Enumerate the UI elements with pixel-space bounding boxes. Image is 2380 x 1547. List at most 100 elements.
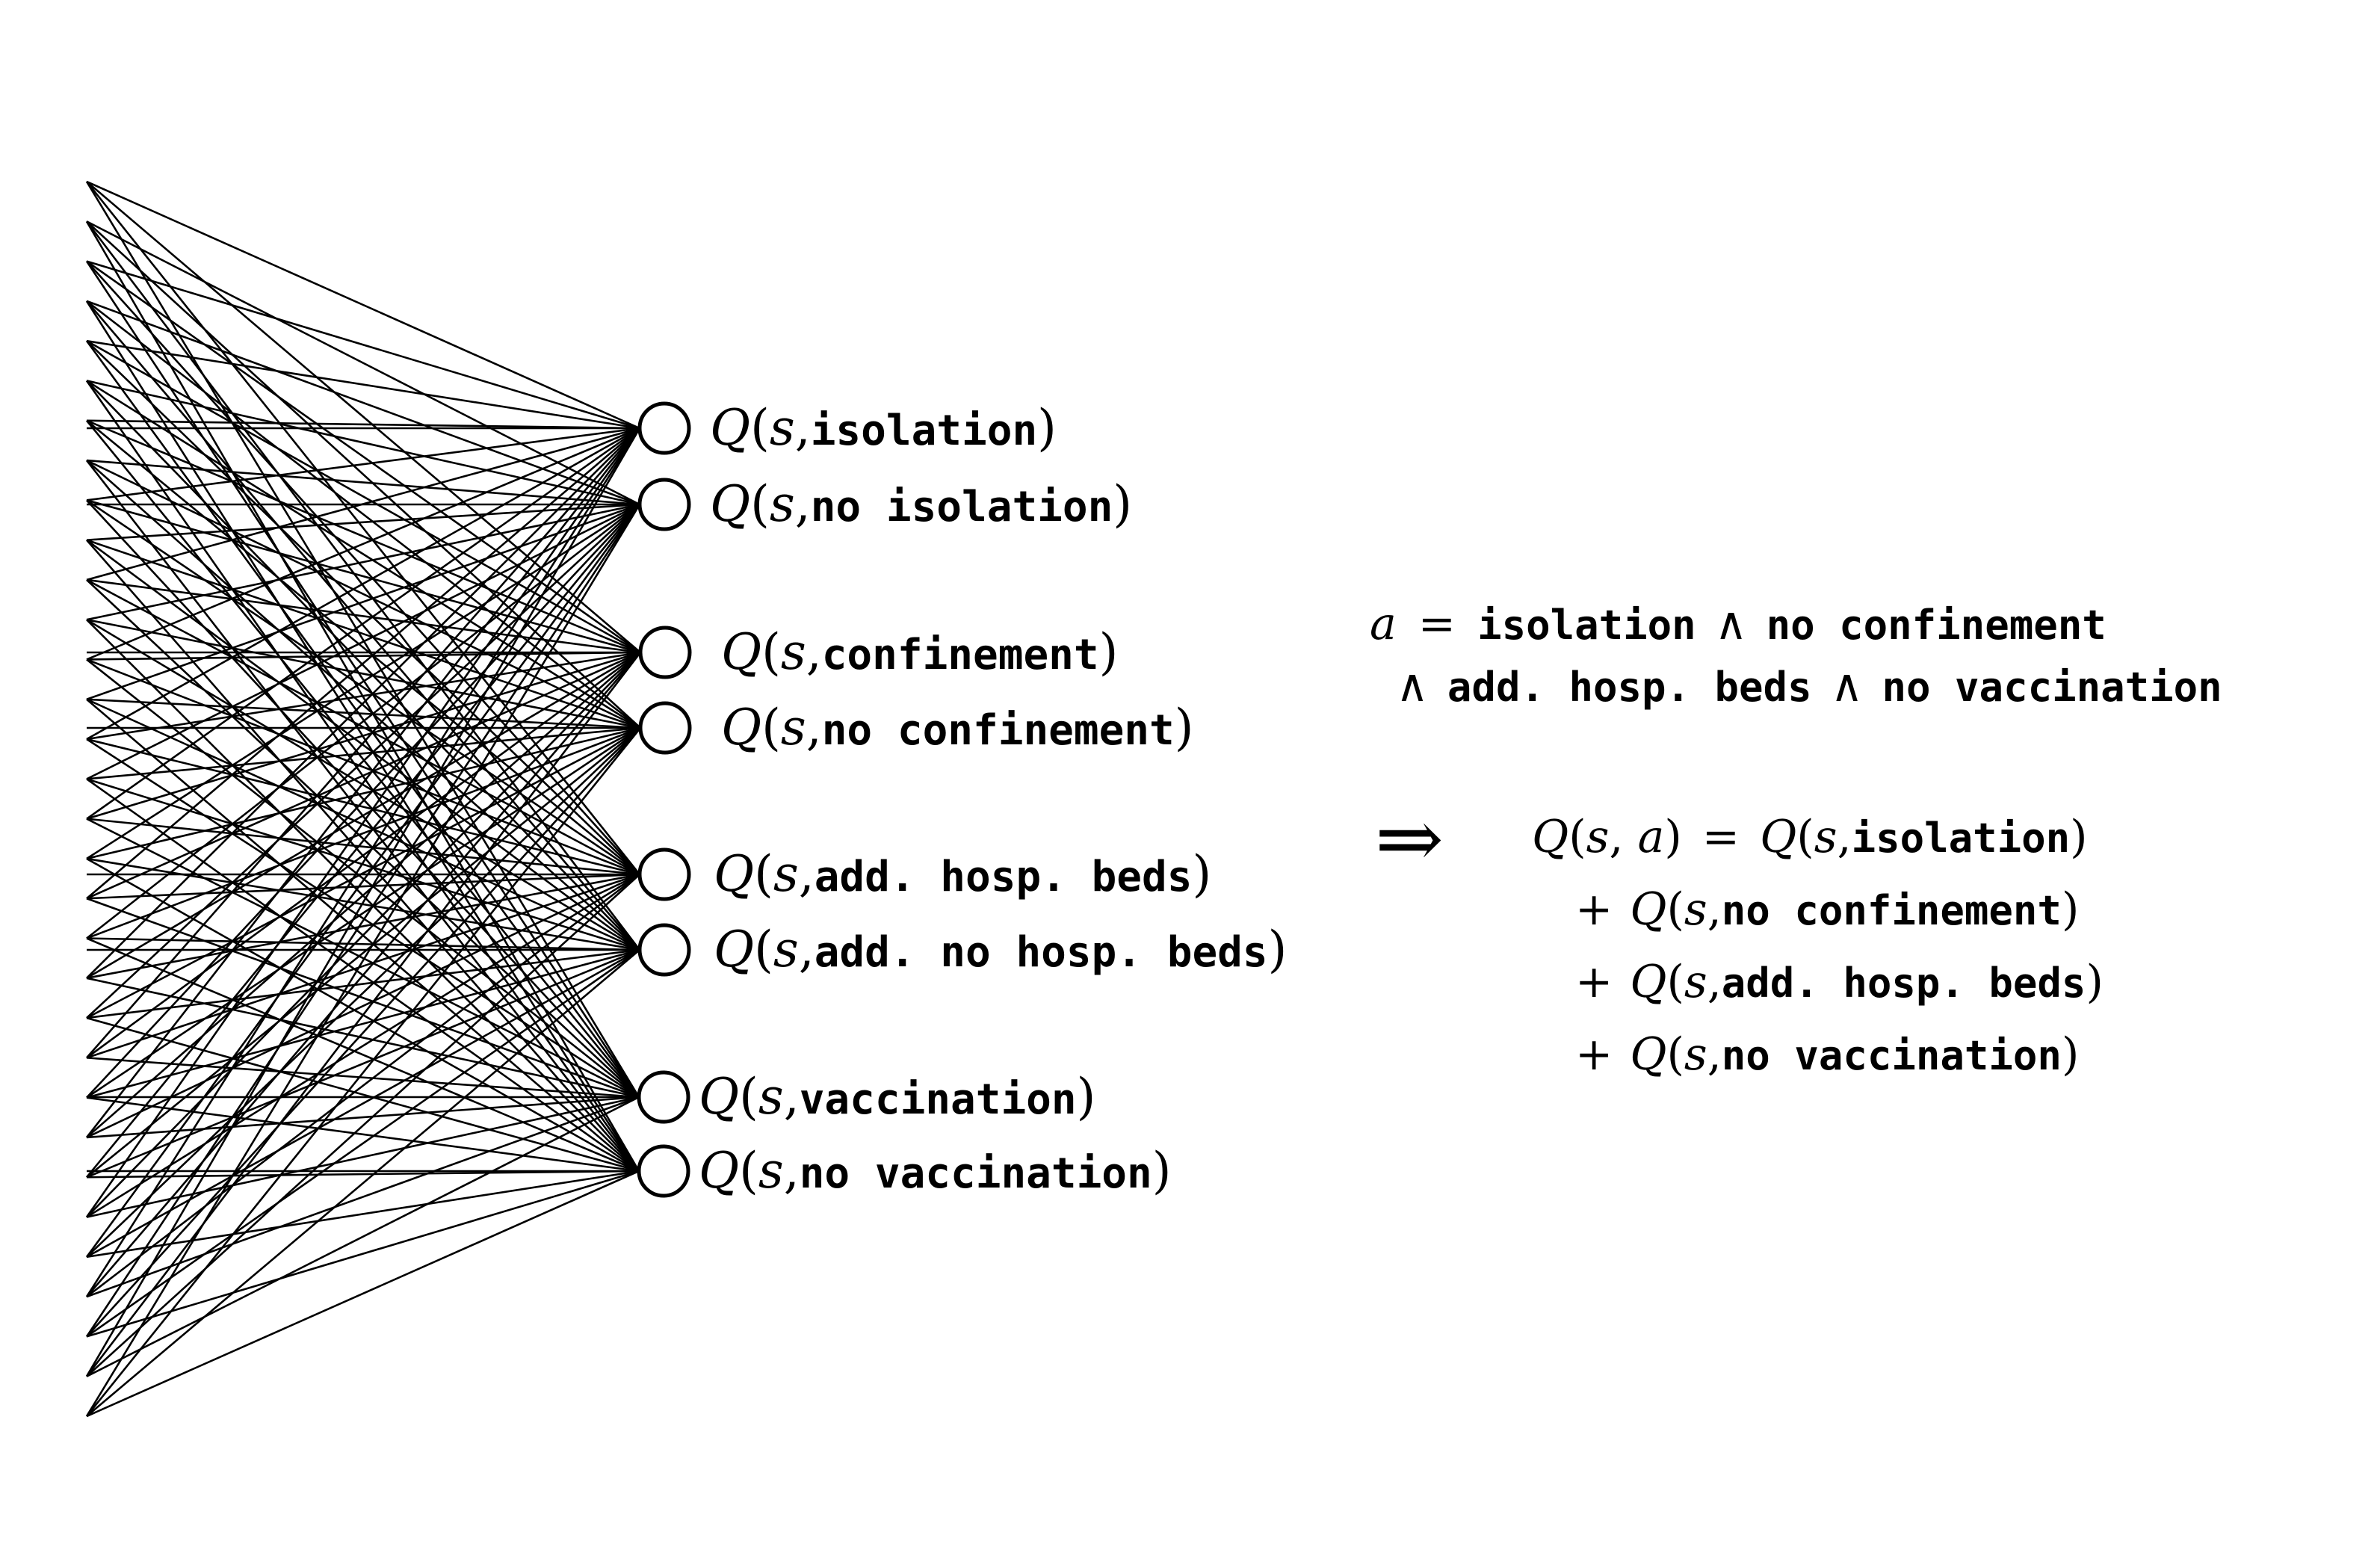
output-node-add-hosp-beds: [637, 847, 691, 901]
output-label-no-confinement: Q(s,no confinement): [721, 699, 1193, 756]
output-node-vaccination: [637, 1070, 690, 1124]
edge-line: [86, 726, 641, 1099]
edge-line: [86, 260, 640, 875]
edge-line: [86, 726, 641, 780]
edge-line: [86, 1170, 640, 1338]
edge-line: [86, 857, 640, 951]
edge-line: [86, 658, 640, 1099]
edge-line: [86, 726, 641, 1179]
edge-line: [86, 873, 640, 980]
edge-line: [86, 948, 640, 1258]
edge-line: [86, 260, 640, 430]
edge-line: [85, 181, 641, 875]
output-node-no-vaccination: [637, 1144, 690, 1198]
edge-line: [86, 300, 640, 951]
edge-line: [86, 460, 640, 951]
edge-line: [86, 873, 640, 1059]
edge-line: [86, 726, 641, 1019]
edge-line: [86, 726, 641, 939]
edge-line: [86, 948, 640, 1179]
edge-line: [86, 180, 640, 430]
edge-line: [86, 818, 640, 876]
output-node-confinement: [638, 626, 692, 679]
edge-line: [86, 427, 640, 501]
edge-line: [86, 499, 640, 1098]
edge-line: [86, 618, 641, 729]
edge-line: [86, 948, 640, 1019]
output-label-confinement: Q(s,confinement): [721, 623, 1118, 681]
edge-line: [86, 727, 641, 1258]
edge-line: [86, 873, 640, 1139]
edge-line: [86, 1096, 640, 1139]
edge-line: [86, 427, 640, 661]
implies-arrow: ⇒: [1375, 791, 1444, 886]
edge-line: [85, 460, 640, 1172]
output-label-no-isolation: Q(s,no isolation): [710, 475, 1132, 533]
edge-line: [85, 260, 640, 1098]
edge-line: [86, 578, 640, 876]
edge-line: [86, 260, 641, 654]
edge-line: [86, 977, 640, 1099]
edge-line: [85, 427, 641, 1218]
edge-line: [85, 220, 640, 1172]
edge-line: [86, 726, 641, 860]
edge-line: [86, 698, 641, 729]
sum-lhs: Q(s, a) = Q(s,isolation): [1532, 811, 2088, 863]
edge-line: [86, 539, 640, 1172]
edge-line: [86, 778, 640, 1173]
output-node-add-no-hosp-beds: [637, 923, 691, 977]
edge-line: [85, 427, 641, 1138]
edge-line: [86, 738, 640, 876]
edge-line: [86, 380, 641, 729]
edge-line: [86, 658, 640, 876]
sum-term-2: + Q(s,no confinement): [1575, 883, 2079, 936]
edge-line: [86, 937, 640, 951]
edge-line: [86, 181, 641, 653]
edge-line: [85, 380, 640, 1172]
edge-line: [86, 499, 640, 876]
q-value-decomposition: Q(s, a) = Q(s,isolation) + Q(s,no confin…: [1532, 811, 2104, 1081]
edge-line: [86, 1096, 640, 1298]
output-node-no-confinement: [638, 701, 692, 755]
edge-line: [85, 300, 640, 1172]
edge-line: [86, 427, 640, 1059]
sum-term-3: + Q(s,add. hosp. beds): [1575, 956, 2104, 1008]
edge-line: [86, 427, 640, 979]
edge-line: [86, 427, 640, 900]
connection-edges: [85, 180, 642, 1418]
output-label-isolation: Q(s,isolation): [710, 399, 1057, 457]
output-label-no-vaccination: Q(s,no vaccination): [699, 1142, 1171, 1199]
sum-term-4: + Q(s,no vaccination): [1575, 1028, 2079, 1081]
edge-line: [86, 1016, 640, 1173]
output-node-isolation: [637, 401, 691, 455]
edge-line: [85, 220, 641, 951]
output-label-add-hosp-beds: Q(s,add. hosp. beds): [714, 845, 1211, 903]
output-labels: Q(s,isolation) Q(s,no isolation) Q(s,confi…: [699, 399, 1287, 1199]
edge-line: [86, 1170, 640, 1259]
edge-line: [86, 539, 641, 729]
edge-line: [86, 818, 640, 1099]
edge-line: [86, 1096, 640, 1173]
edge-line: [86, 698, 640, 951]
edge-line: [86, 220, 640, 506]
edge-line: [86, 651, 641, 661]
edge-line: [86, 738, 640, 1099]
edge-line: [86, 778, 640, 951]
edge-line: [86, 873, 640, 1218]
edge-line: [86, 1170, 640, 1179]
edge-line: [86, 419, 640, 430]
edge-line: [86, 1170, 640, 1418]
edge-line: [86, 873, 640, 1298]
action-def-line-1: a = isolation ∧ no confinement: [1370, 598, 2107, 650]
edge-line: [86, 1096, 640, 1218]
edge-line: [86, 300, 641, 729]
edge-line: [86, 459, 641, 729]
output-label-add-no-hosp-beds: Q(s,add. no hosp. beds): [714, 921, 1287, 978]
edge-line: [86, 619, 640, 1172]
edge-line: [86, 499, 641, 654]
output-nodes: [637, 401, 692, 1198]
edge-line: [85, 181, 640, 1098]
output-label-vaccination: Q(s,vaccination): [699, 1068, 1095, 1125]
output-node-no-isolation: [637, 478, 691, 531]
